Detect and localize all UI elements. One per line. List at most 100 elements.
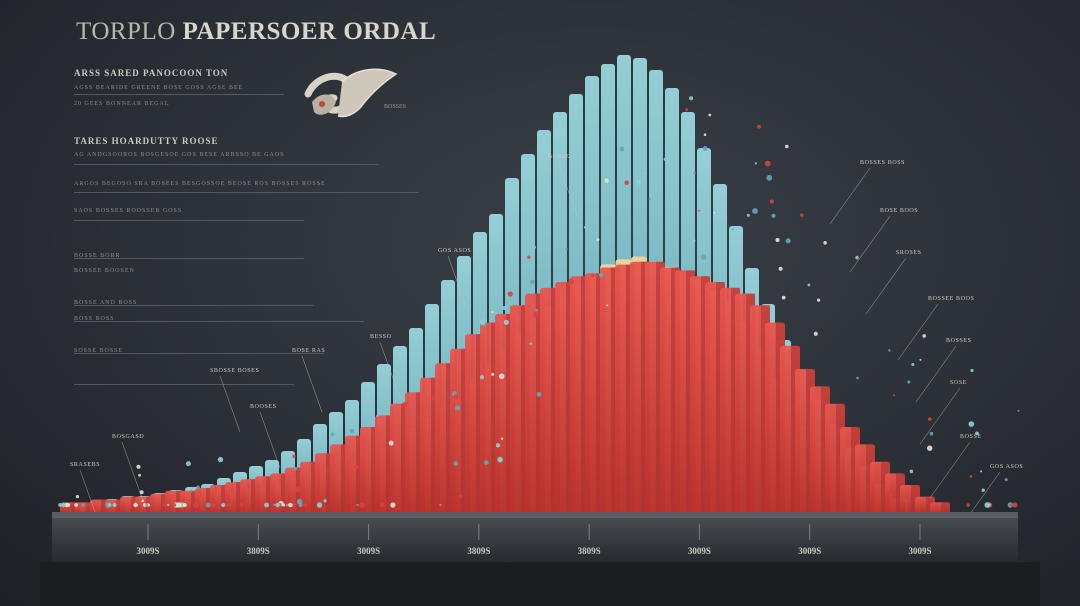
scatter-dot <box>698 209 701 212</box>
scatter-dot <box>583 226 587 229</box>
scatter-dot <box>135 503 138 507</box>
scatter-dot <box>112 503 117 507</box>
scatter-dot <box>970 368 974 373</box>
callout-label: SOSE <box>950 380 967 386</box>
callout-label: BOOSES <box>250 404 277 410</box>
scatter-dot <box>966 503 970 507</box>
scatter-dots <box>58 96 1020 508</box>
scatter-dot <box>693 171 696 174</box>
text-line: 20 GEES BONNEAR BEGAL <box>74 101 170 107</box>
scatter-dot <box>823 241 827 245</box>
chart-title: TORPLO PAPERSOER ORDAL <box>76 18 436 46</box>
scatter-dot <box>226 503 230 507</box>
callout-label: SBOSSE BOSES <box>210 368 259 374</box>
callout-label: GOS ASOS <box>990 464 1023 470</box>
small-label: BOSSE AND BOSS <box>74 300 138 306</box>
scatter-dot <box>147 503 150 507</box>
scatter-dot <box>107 503 112 507</box>
callout-leader <box>379 341 401 399</box>
callout-label: SRASEBS <box>70 462 100 468</box>
scatter-dot <box>775 237 780 243</box>
scatter-dot <box>771 213 776 218</box>
scatter-dot <box>316 502 323 508</box>
scatter-dot <box>888 349 891 352</box>
callouts: BOSSE GOS ASOS BESSO BOSE RAS SBOSSE BOSES BO… <box>70 154 1023 529</box>
scatter-dot <box>61 502 66 508</box>
scatter-dot <box>141 499 144 503</box>
callout-label: BOSE RAS <box>292 348 325 354</box>
scatter-dot <box>692 239 696 243</box>
scatter-dot <box>196 485 200 489</box>
scatter-dot <box>439 503 442 507</box>
divider <box>74 192 419 193</box>
x-tick-label: 3009S <box>798 546 821 556</box>
scatter-dot <box>907 380 911 384</box>
scatter-dot <box>162 503 167 507</box>
x-tick-label: 3009S <box>357 546 380 556</box>
callout-leader <box>447 255 469 313</box>
divider <box>74 220 304 221</box>
scatter-dot <box>928 417 932 421</box>
scatter-dot <box>264 502 269 508</box>
scatter-dot <box>817 298 821 302</box>
scatter-dot <box>507 291 513 297</box>
callout-leader <box>929 441 971 499</box>
scatter-dot <box>909 469 914 474</box>
scatter-dot <box>596 238 600 242</box>
scatter-dot <box>987 503 991 507</box>
scatter-dot <box>86 503 90 507</box>
scatter-dot <box>598 272 604 278</box>
x-tick-label: 3009S <box>908 546 931 556</box>
scatter-dot <box>565 248 568 251</box>
scatter-dot <box>303 503 308 507</box>
callout-leader <box>897 303 939 361</box>
scatter-dot <box>275 502 280 508</box>
callout-leader <box>259 411 281 469</box>
scatter-dot <box>330 432 335 437</box>
scatter-dot <box>981 488 985 492</box>
scatter-dot <box>769 199 775 204</box>
scatter-dot <box>746 213 750 217</box>
scatter-dot <box>205 502 211 508</box>
scatter-dot <box>606 304 609 307</box>
scatter-dot <box>323 499 327 503</box>
scatter-dot <box>644 172 647 175</box>
scatter-dot <box>217 456 224 463</box>
scatter-dot <box>619 146 625 152</box>
scatter-dot <box>502 306 507 310</box>
callout-label: SROSES <box>896 250 922 256</box>
scatter-dot <box>766 174 773 181</box>
scatter-dot <box>927 445 933 451</box>
scatter-dot <box>590 273 595 278</box>
scatter-dot <box>856 376 859 380</box>
scatter-dot <box>1012 502 1018 508</box>
scatter-dot <box>785 238 791 244</box>
scatter-dot <box>58 503 62 507</box>
scatter-dot <box>893 394 895 397</box>
scatter-dot <box>66 503 70 507</box>
scatter-dot <box>354 464 359 469</box>
small-label: BOSSEE BOOSEN <box>74 268 135 274</box>
scatter-dot <box>702 146 708 151</box>
scatter-dot <box>503 319 509 325</box>
callout-leader <box>919 387 961 445</box>
bar-red-shade <box>941 502 950 514</box>
floor-shadow <box>40 562 1040 606</box>
scatter-dot <box>479 375 485 380</box>
scatter-dot <box>497 456 503 463</box>
divider <box>74 164 379 165</box>
scatter-dot <box>190 489 193 492</box>
text-heading-1: ARSS SARED PANOCOON TON <box>74 68 229 78</box>
scatter-dot <box>713 211 716 214</box>
scatter-dot <box>980 470 983 473</box>
scatter-dot <box>402 401 408 408</box>
scatter-dot <box>388 440 394 446</box>
scatter-dot <box>453 461 459 466</box>
scatter-dot <box>532 245 536 249</box>
x-axis-ticks: 3009S 3809S 3009S 3809S 3809S 3009S 3009S 3009S <box>136 524 932 556</box>
divider <box>74 94 284 95</box>
callout-leader <box>865 257 907 315</box>
scatter-dot <box>703 133 707 136</box>
scatter-dot <box>529 342 532 345</box>
chart-base-edge <box>52 512 1018 518</box>
